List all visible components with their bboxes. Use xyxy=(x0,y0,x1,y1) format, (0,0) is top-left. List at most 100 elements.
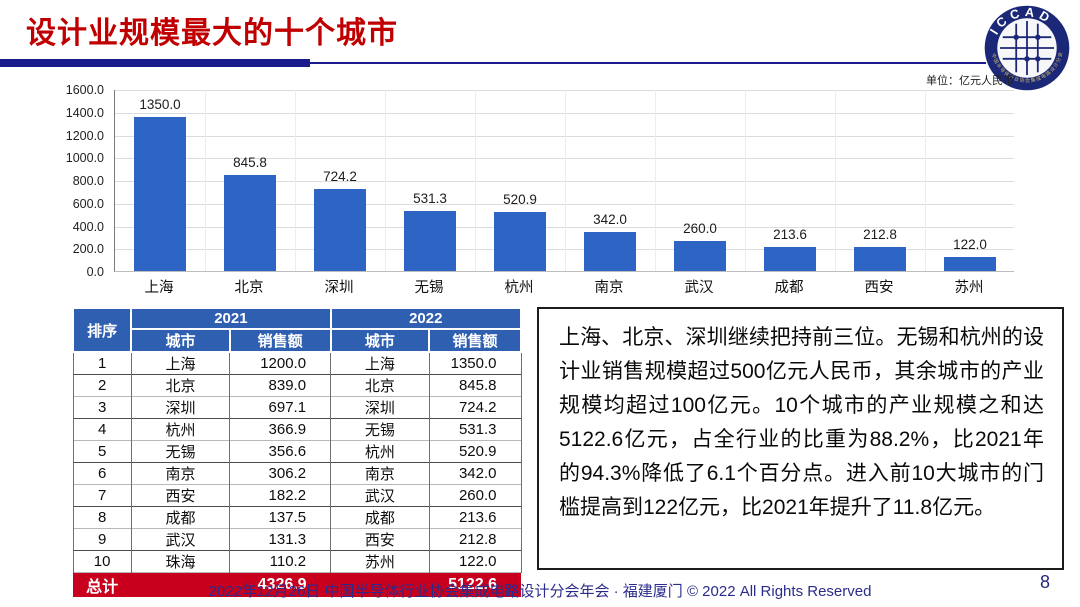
cell-rank: 9 xyxy=(72,528,132,551)
y-tick-label: 600.0 xyxy=(72,196,104,211)
table-header: 排序 2021 2022 城市 销售额 城市 销售额 xyxy=(71,307,523,353)
cell-sales-2022: 213.6 xyxy=(428,506,522,529)
cell-sales-2021: 110.2 xyxy=(229,550,332,573)
bar-value-label: 845.8 xyxy=(233,154,267,170)
gridline-vertical xyxy=(205,90,206,271)
cell-sales-2022: 845.8 xyxy=(428,374,522,397)
y-tick-label: 1600.0 xyxy=(65,83,104,97)
x-tick-label: 成都 xyxy=(774,280,804,296)
gridline-vertical xyxy=(655,90,656,271)
bar xyxy=(224,174,276,271)
header-2022: 2022 xyxy=(329,307,523,330)
cell-city-2021: 北京 xyxy=(130,374,231,397)
bar-group: 213.6 xyxy=(745,90,835,271)
bar-group: 1350.0 xyxy=(115,90,205,271)
bar xyxy=(584,232,636,271)
cell-rank: 7 xyxy=(72,484,132,507)
bar-group: 122.0 xyxy=(925,90,1015,271)
x-tick-label: 南京 xyxy=(594,280,624,296)
y-tick-label: 1000.0 xyxy=(65,151,104,166)
bar-group: 212.8 xyxy=(835,90,925,271)
cell-rank: 4 xyxy=(72,418,132,441)
y-tick-label: 200.0 xyxy=(72,242,104,257)
header-sales-2022: 销售额 xyxy=(428,328,522,353)
cell-rank: 10 xyxy=(72,550,132,573)
gridline-vertical xyxy=(385,90,386,271)
cell-city-2022: 南京 xyxy=(330,462,430,485)
y-tick-label: 0.0 xyxy=(86,265,104,279)
iccad-logo-icon: ICCAD 中国半导体行业协会集成电路设计分会 xyxy=(982,3,1072,93)
header-rank: 排序 xyxy=(71,307,133,353)
bar xyxy=(674,241,726,271)
cell-city-2021: 深圳 xyxy=(130,396,231,419)
cell-sales-2021: 137.5 xyxy=(229,506,332,529)
chart-unit-label: 单位：亿元人民币 xyxy=(926,75,1014,87)
y-tick-label: 400.0 xyxy=(72,219,104,234)
cell-sales-2021: 697.1 xyxy=(229,396,332,419)
cell-city-2021: 无锡 xyxy=(130,440,231,463)
cell-city-2022: 上海 xyxy=(330,352,430,375)
y-tick-label: 1200.0 xyxy=(65,128,104,143)
page-number: 8 xyxy=(1039,572,1050,592)
cell-sales-2021: 1200.0 xyxy=(229,352,332,375)
cell-city-2021: 西安 xyxy=(130,484,231,507)
y-tick-label: 1400.0 xyxy=(65,105,104,120)
bar-group: 724.2 xyxy=(295,90,385,271)
total-2022: 5122.6 xyxy=(429,572,521,597)
cell-rank: 6 xyxy=(72,462,132,485)
cell-rank: 1 xyxy=(72,352,132,375)
gridline-vertical xyxy=(835,90,836,271)
table-row: 7 西安 182.2 武汉 260.0 xyxy=(72,484,522,507)
table-row: 8 成都 137.5 成都 213.6 xyxy=(72,506,522,529)
bar-value-label: 1350.0 xyxy=(139,97,181,113)
cell-city-2021: 珠海 xyxy=(130,550,231,573)
cell-sales-2022: 212.8 xyxy=(428,528,522,551)
page-title: 设计业规模最大的十个城市 xyxy=(26,17,398,50)
cell-sales-2022: 342.0 xyxy=(428,462,522,485)
footer-text: 2022年12月26日 中国半导体行业协会集成电路设计分会年会 · 福建厦门 ©… xyxy=(208,583,872,600)
cell-rank: 8 xyxy=(72,506,132,529)
cell-city-2021: 杭州 xyxy=(130,418,231,441)
gridline xyxy=(115,249,1014,251)
bar-group: 260.0 xyxy=(655,90,745,271)
cell-sales-2021: 306.2 xyxy=(229,462,332,485)
x-tick-label: 上海 xyxy=(144,280,174,296)
table-row: 4 杭州 366.9 无锡 531.3 xyxy=(72,418,522,441)
table-row: 6 南京 306.2 南京 342.0 xyxy=(72,462,522,485)
table-row: 1 上海 1200.0 上海 1350.0 xyxy=(72,352,522,375)
bar-value-label: 520.9 xyxy=(503,191,537,207)
bar-value-label: 213.6 xyxy=(773,226,807,242)
bar-chart: 1600.0 1400.0 1200.0 1000.0 800.0 600.0 400.0 2… xyxy=(60,83,1016,296)
cell-sales-2022: 260.0 xyxy=(428,484,522,507)
cell-city-2022: 苏州 xyxy=(330,550,430,573)
commentary-text: 上海、北京、深圳继续把持前三位。无锡和杭州的设计业销售规模超过500亿元人民币，… xyxy=(559,326,1044,519)
header-sales-2021: 销售额 xyxy=(228,328,332,353)
cell-sales-2022: 520.9 xyxy=(428,440,522,463)
cell-city-2022: 杭州 xyxy=(330,440,430,463)
cell-city-2022: 深圳 xyxy=(330,396,430,419)
cell-city-2022: 武汉 xyxy=(330,484,430,507)
gridline xyxy=(115,135,1014,137)
x-tick-label: 无锡 xyxy=(414,280,444,296)
cell-sales-2021: 366.9 xyxy=(229,418,332,441)
bar xyxy=(494,211,546,271)
cell-sales-2022: 122.0 xyxy=(428,550,522,573)
cell-city-2021: 上海 xyxy=(130,352,231,375)
cell-city-2022: 西安 xyxy=(330,528,430,551)
cell-city-2022: 北京 xyxy=(330,374,430,397)
cell-city-2021: 成都 xyxy=(130,506,231,529)
bar-value-label: 260.0 xyxy=(683,221,717,237)
table-row: 5 无锡 356.6 杭州 520.9 xyxy=(72,440,522,463)
x-tick-label: 北京 xyxy=(234,280,264,296)
gridline xyxy=(115,158,1014,160)
bar-value-label: 122.0 xyxy=(953,237,987,253)
x-tick-label: 深圳 xyxy=(324,280,354,296)
commentary-box: 上海、北京、深圳继续把持前三位。无锡和杭州的设计业销售规模超过500亿元人民币，… xyxy=(537,307,1064,570)
gridline-vertical xyxy=(565,90,566,271)
cell-city-2022: 无锡 xyxy=(330,418,430,441)
gridline-vertical xyxy=(745,90,746,271)
title-underline-thin xyxy=(310,62,986,64)
gridline-vertical xyxy=(475,90,476,271)
cell-sales-2021: 356.6 xyxy=(229,440,332,463)
header-2021: 2021 xyxy=(130,307,332,330)
